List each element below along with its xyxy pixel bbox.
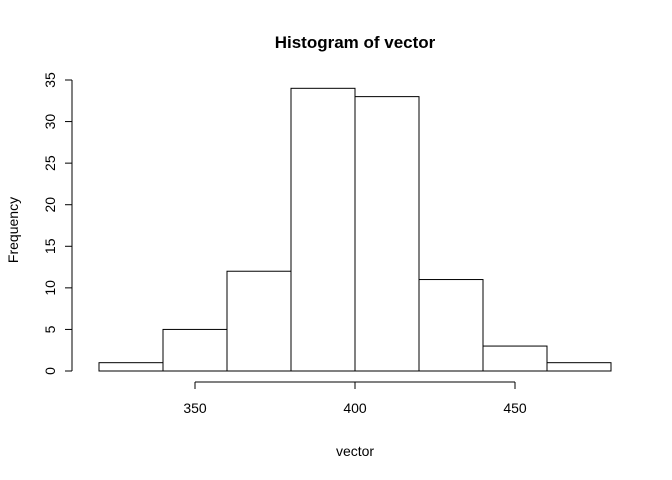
y-tick-label-4: 20 (42, 197, 58, 213)
y-tick-label-1: 5 (42, 325, 58, 333)
x-tick-label-0: 350 (183, 400, 207, 416)
histogram-bar-2 (226, 270, 292, 372)
histogram-bar-7 (546, 362, 612, 372)
bars-group (98, 87, 612, 372)
histogram-bar-6 (482, 345, 548, 372)
y-axis: 0 5 10 15 20 25 30 35 (42, 72, 73, 375)
histogram-bar-0 (98, 362, 164, 372)
histogram-bar-5 (418, 279, 484, 372)
histogram-bar-3 (290, 87, 356, 372)
y-tick-label-5: 25 (42, 155, 58, 171)
y-tick-label-3: 15 (42, 238, 58, 254)
chart-title: Histogram of vector (275, 33, 436, 52)
x-tick-label-2: 450 (503, 400, 527, 416)
histogram-bar-4 (354, 96, 420, 372)
y-tick-label-7: 35 (42, 72, 58, 88)
x-tick-label-1: 400 (343, 400, 367, 416)
histogram-bar-1 (162, 328, 228, 372)
x-axis-label: vector (336, 443, 374, 459)
y-tick-label-6: 30 (42, 114, 58, 130)
x-axis: 350 400 450 (183, 381, 527, 416)
y-tick-label-0: 0 (42, 367, 58, 375)
y-axis-label: Frequency (5, 197, 21, 263)
y-tick-label-2: 10 (42, 280, 58, 296)
